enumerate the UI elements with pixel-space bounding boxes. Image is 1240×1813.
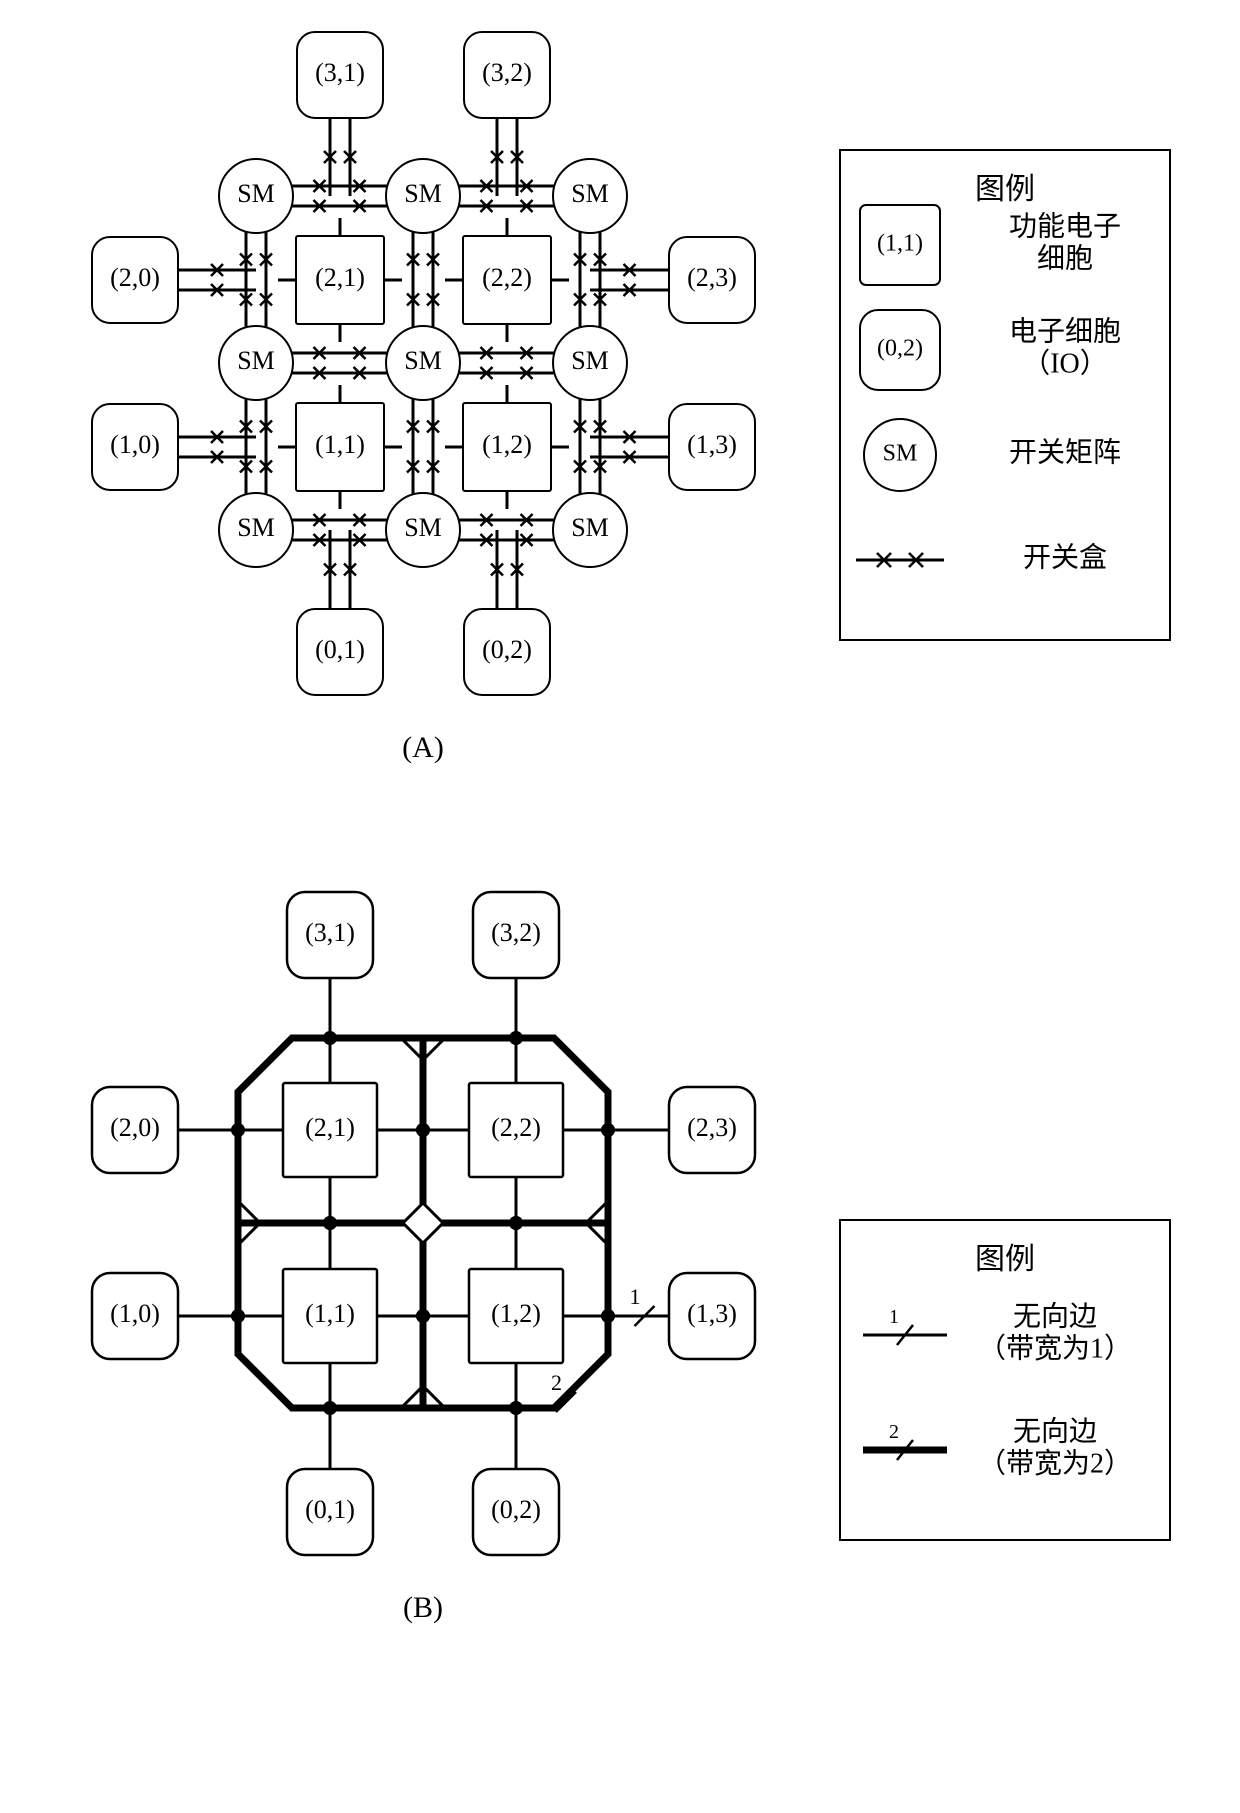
panel-b-svg: 1 2 (2,1) (2,2) (1,1) (1,2) (3,1) (3,2) (0,1) (0,… bbox=[20, 860, 1220, 1800]
legend-item-label: 开关矩阵 bbox=[1009, 436, 1121, 468]
func-label: (2,2) bbox=[491, 1113, 541, 1142]
io-label: (3,1) bbox=[305, 918, 355, 947]
bw-label: 2 bbox=[551, 1370, 562, 1395]
io-label: (1,0) bbox=[110, 1299, 160, 1328]
sm-label: SM bbox=[237, 513, 275, 542]
legend-item-label: （IO） bbox=[1022, 348, 1108, 380]
sm-label: SM bbox=[404, 346, 442, 375]
bw-label: 1 bbox=[630, 1284, 641, 1309]
panel-a-caption: (A) bbox=[402, 731, 444, 764]
func-label: (2,1) bbox=[315, 263, 365, 292]
legend-item-label: 开关盒 bbox=[1023, 541, 1107, 573]
legend-item-label: 无向边 bbox=[1013, 1300, 1097, 1332]
junction-dot bbox=[509, 1216, 523, 1230]
io-label: (2,3) bbox=[687, 263, 737, 292]
sm-label: SM bbox=[404, 179, 442, 208]
io-label: (0,1) bbox=[305, 1495, 355, 1524]
sm-label: SM bbox=[571, 513, 609, 542]
junction-dot bbox=[416, 1123, 430, 1137]
func-label: (1,1) bbox=[315, 430, 365, 459]
io-label: (3,1) bbox=[315, 58, 365, 87]
svg-text:2: 2 bbox=[889, 1421, 899, 1443]
legend-item-label: 电子细胞 bbox=[1009, 315, 1121, 347]
legend-sample-label: SM bbox=[883, 441, 918, 467]
io-label: (1,3) bbox=[687, 1299, 737, 1328]
legend-sample-label: (0,2) bbox=[877, 336, 923, 362]
io-label: (3,2) bbox=[482, 58, 532, 87]
io-label: (0,2) bbox=[482, 635, 532, 664]
svg-text:1: 1 bbox=[889, 1306, 899, 1328]
func-label: (2,2) bbox=[482, 263, 532, 292]
io-label: (2,0) bbox=[110, 1113, 160, 1142]
legend-item-label: 细胞 bbox=[1037, 243, 1093, 275]
legend-item-label: 功能电子 bbox=[1009, 210, 1121, 242]
func-label: (1,2) bbox=[482, 430, 532, 459]
func-label: (2,1) bbox=[305, 1113, 355, 1142]
legend-sample-label: (1,1) bbox=[877, 231, 923, 257]
io-label: (1,3) bbox=[687, 430, 737, 459]
legend-item-label: （带宽为2） bbox=[978, 1448, 1132, 1480]
io-label: (2,3) bbox=[687, 1113, 737, 1142]
legend-title: 图例 bbox=[975, 173, 1035, 206]
center-diamond bbox=[403, 1203, 443, 1243]
legend-item-label: （带宽为1） bbox=[978, 1333, 1132, 1365]
junction-dot bbox=[416, 1309, 430, 1323]
legend-title: 图例 bbox=[975, 1243, 1035, 1276]
io-label: (3,2) bbox=[491, 918, 541, 947]
junction-dot bbox=[323, 1216, 337, 1230]
sm-label: SM bbox=[404, 513, 442, 542]
panel-a-svg: SM SM SM SM SM SM SM SM SM (2,1) (2,2) (1,1) (1,2) (3… bbox=[20, 20, 1220, 840]
io-label: (2,0) bbox=[110, 263, 160, 292]
sm-label: SM bbox=[571, 179, 609, 208]
sm-label: SM bbox=[571, 346, 609, 375]
func-label: (1,1) bbox=[305, 1299, 355, 1328]
io-label: (1,0) bbox=[110, 430, 160, 459]
func-label: (1,2) bbox=[491, 1299, 541, 1328]
io-label: (0,2) bbox=[491, 1495, 541, 1524]
io-label: (0,1) bbox=[315, 635, 365, 664]
legend-item-label: 无向边 bbox=[1013, 1415, 1097, 1447]
sm-label: SM bbox=[237, 346, 275, 375]
sm-label: SM bbox=[237, 179, 275, 208]
panel-b-caption: (B) bbox=[403, 1591, 443, 1624]
